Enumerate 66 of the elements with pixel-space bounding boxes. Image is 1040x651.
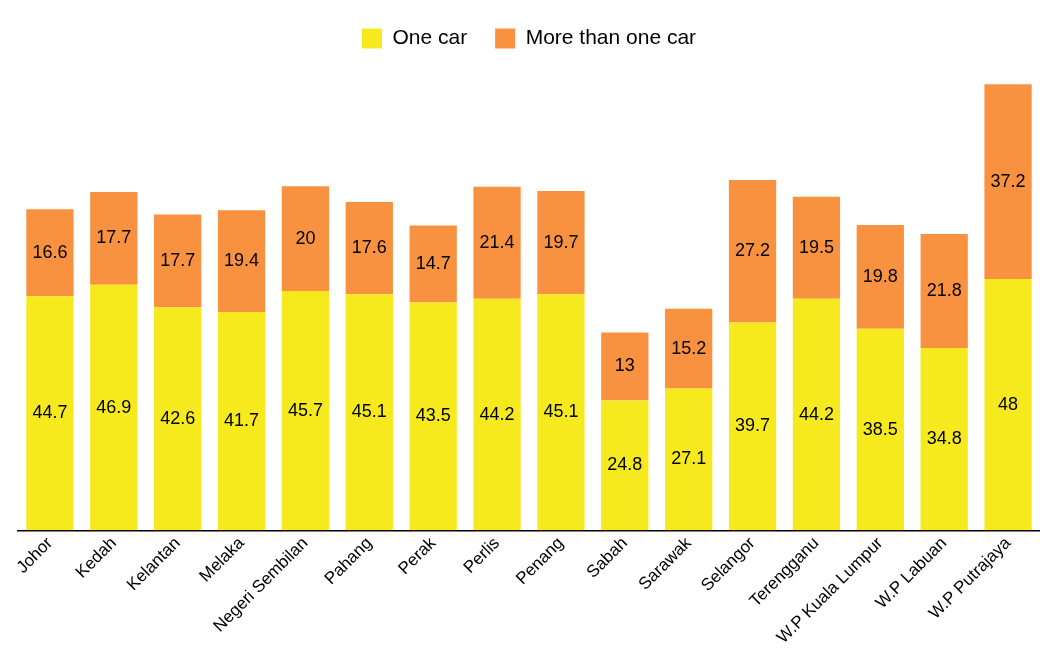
bar: [409, 225, 457, 303]
data-label: 19.8: [862, 265, 898, 286]
data-label: 38.5: [862, 418, 898, 439]
data-label: 17.6: [351, 237, 387, 258]
legend-label: More than one car: [525, 25, 697, 49]
bar: [26, 209, 74, 297]
bar: [473, 298, 521, 531]
bar: [665, 308, 713, 389]
bar: [217, 210, 266, 312]
bar: [281, 291, 330, 531]
data-label: 21.8: [926, 279, 962, 300]
data-label: 14.7: [415, 253, 451, 274]
data-label: 48: [998, 393, 1019, 414]
bar: [409, 302, 457, 531]
bar: [856, 225, 904, 329]
data-label: 15.2: [671, 337, 707, 358]
bar: [728, 322, 777, 531]
bar: [856, 328, 904, 531]
bar: [90, 284, 138, 531]
data-label: 17.7: [96, 227, 132, 248]
data-label: 45.1: [351, 401, 387, 422]
bar: [537, 294, 585, 531]
bar: [601, 400, 649, 531]
bar: [984, 278, 1032, 531]
bar: [345, 294, 393, 531]
bar: [920, 348, 968, 531]
bar: [26, 296, 74, 531]
bar: [537, 190, 585, 295]
data-label: 44.7: [32, 402, 68, 423]
data-label: 19.7: [543, 231, 579, 252]
data-label: 43.5: [415, 405, 451, 426]
legend-label: One car: [392, 25, 468, 49]
data-label: 19.4: [224, 250, 260, 271]
data-label: 44.2: [479, 403, 515, 424]
data-label: 19.5: [798, 236, 834, 257]
data-label: 20: [295, 227, 316, 248]
bar: [920, 233, 968, 349]
bar: [473, 186, 521, 299]
bar: [217, 311, 266, 531]
data-label: 21.4: [479, 231, 515, 252]
data-label: 13: [614, 355, 635, 376]
data-label: 46.9: [96, 396, 132, 417]
bar: [90, 192, 138, 285]
data-label: 17.7: [160, 249, 196, 270]
data-label: 34.8: [926, 428, 962, 449]
data-label: 27.1: [671, 448, 707, 469]
data-label: 37.2: [990, 170, 1026, 191]
bar: [281, 186, 330, 292]
data-label: 45.7: [287, 399, 323, 420]
data-label: 45.1: [543, 401, 579, 422]
bar: [728, 179, 777, 323]
data-label: 27.2: [735, 240, 771, 261]
bar: [154, 307, 202, 531]
data-label: 41.7: [224, 410, 260, 431]
bar: [601, 332, 649, 401]
bar: [665, 388, 713, 531]
bar: [345, 201, 393, 295]
bar: [984, 84, 1032, 279]
data-label: 16.6: [32, 241, 68, 262]
data-label: 42.6: [160, 407, 196, 428]
data-label: 44.2: [798, 403, 834, 424]
data-label: 39.7: [735, 415, 771, 436]
data-label: 24.8: [607, 454, 643, 475]
bar: [792, 298, 841, 531]
bar: [792, 196, 841, 299]
bar: [154, 214, 202, 308]
